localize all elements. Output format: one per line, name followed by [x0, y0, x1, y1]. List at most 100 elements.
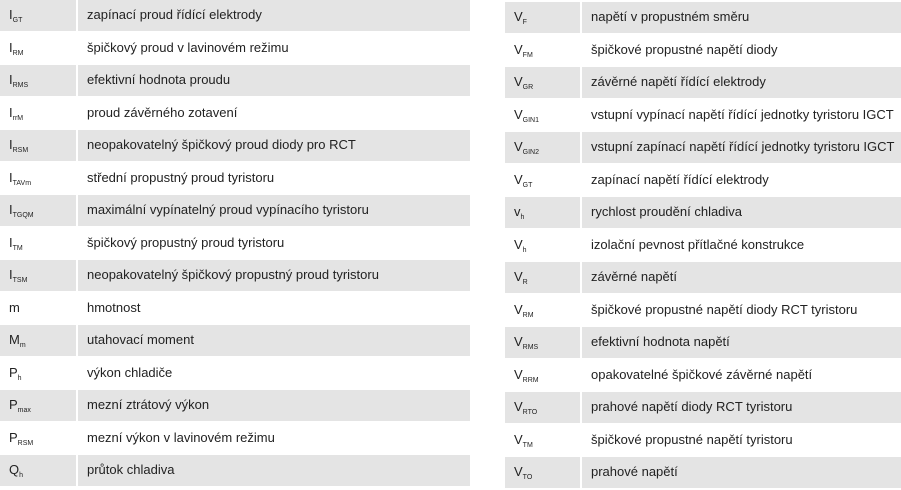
- table-row: Pmax mezní ztrátový výkon: [0, 390, 470, 421]
- description: zapínací proud řídící elektrody: [78, 0, 470, 31]
- description: efektivní hodnota napětí: [582, 327, 901, 358]
- symbol-cell: Qh: [0, 455, 76, 486]
- table-row: VRRM opakovatelné špičkové závěrné napětí: [505, 360, 901, 391]
- symbol-cell: VGR: [505, 67, 580, 98]
- symbol-subscript: RSM: [12, 147, 29, 154]
- table-row: VGT zapínací napětí řídící elektrody: [505, 165, 901, 196]
- symbol-cell: IRM: [0, 33, 76, 64]
- symbol-cell: ITSM: [0, 260, 76, 291]
- symbol-subscript: h: [522, 246, 527, 254]
- table-row: VR závěrné napětí: [505, 262, 901, 293]
- table-row: VRMS efektivní hodnota napětí: [505, 327, 901, 358]
- symbol-main: I: [9, 72, 13, 87]
- symbol-subscript: RMS: [12, 82, 29, 89]
- symbol-subscript: TM: [522, 441, 533, 449]
- table-row: Ph výkon chladiče: [0, 358, 470, 389]
- symbol-main: V: [514, 334, 523, 349]
- symbol-subscript: max: [17, 407, 31, 414]
- symbol-main: v: [514, 204, 521, 219]
- symbol-cell: Vh: [505, 230, 580, 261]
- symbol-subscript: m: [19, 342, 26, 349]
- description: prahové napětí: [582, 457, 901, 488]
- symbol-subscript: h: [19, 472, 24, 479]
- symbol-main: V: [514, 41, 523, 57]
- description: závěrné napětí řídící elektrody: [582, 67, 901, 98]
- symbol-main: P: [9, 364, 18, 380]
- symbol-cell: VRTO: [505, 392, 580, 423]
- table-row: VGIN2 vstupní zapínací napětí řídící jedn…: [505, 132, 901, 163]
- symbol-cell: VTM: [505, 425, 580, 456]
- description: průtok chladiva: [78, 455, 470, 486]
- table-row: Qh průtok chladiva: [0, 455, 470, 486]
- table-row: VF napětí v propustném směru: [505, 2, 901, 33]
- table-row: ITAVm střední propustný proud tyristoru: [0, 163, 470, 194]
- table-row: Vh izolační pevnost přítlačné konstrukce: [505, 230, 901, 261]
- table-row: IGT zapínací proud řídící elektrody: [0, 0, 470, 31]
- description: rychlost proudění chladiva: [582, 197, 901, 228]
- description: vstupní vypínací napětí řídící jednotky …: [591, 106, 894, 122]
- symbol-subscript: RSM: [17, 439, 34, 447]
- symbol-main: I: [9, 104, 13, 120]
- symbol-subscript: RTO: [522, 409, 538, 416]
- table-row: ITGQM maximální vypínatelný proud vypínac…: [0, 195, 470, 226]
- symbol-main: I: [9, 169, 13, 185]
- symbol-main: I: [9, 234, 13, 250]
- symbol-main: I: [9, 137, 13, 152]
- symbol-cell: VGIN2: [505, 132, 580, 163]
- symbol-subscript: RMS: [522, 344, 539, 351]
- symbol-main: V: [514, 139, 523, 154]
- symbol-main: V: [514, 9, 523, 24]
- symbol-main: V: [514, 366, 523, 382]
- symbol-cell: Mm: [0, 325, 76, 356]
- symbol-cell: VRM: [505, 295, 580, 326]
- symbol-main: V: [514, 269, 523, 284]
- symbol-main: I: [9, 39, 13, 55]
- description: maximální vypínatelný proud vypínacího t…: [78, 195, 470, 226]
- description: mezní ztrátový výkon: [78, 390, 470, 421]
- symbol-cell: IrrM: [0, 98, 76, 129]
- symbol-main: I: [9, 7, 13, 22]
- symbol-subscript: GT: [12, 17, 23, 24]
- symbol-cell: vh: [505, 197, 580, 228]
- description: špičkový proud v lavinovém režimu: [87, 39, 289, 55]
- symbol-subscript: GIN2: [522, 149, 540, 156]
- symbol-subscript: F: [522, 19, 527, 26]
- symbol-subscript: TAVm: [12, 179, 32, 187]
- symbol-main: V: [514, 431, 523, 447]
- symbol-main: V: [514, 171, 523, 187]
- symbol-cell: IRSM: [0, 130, 76, 161]
- symbol-main: I: [9, 267, 13, 282]
- symbol-cell: Pmax: [0, 390, 76, 421]
- description: proud závěrného zotavení: [87, 104, 238, 120]
- table-row: IRSM neopakovatelný špičkový proud diody …: [0, 130, 470, 161]
- symbol-subscript: h: [520, 214, 525, 221]
- table-row: IRMS efektivní hodnota proudu: [0, 65, 470, 96]
- symbol-cell: VTO: [505, 457, 580, 488]
- table-row: VFM špičkové propustné napětí diody: [505, 35, 901, 66]
- symbol-main: M: [9, 332, 20, 347]
- symbol-subscript: TGQM: [12, 212, 34, 219]
- symbol-main: Q: [9, 462, 20, 477]
- symbol-cell: VRMS: [505, 327, 580, 358]
- symbol-subscript: TM: [12, 244, 23, 252]
- symbol-cell: Ph: [0, 358, 76, 389]
- description: prahové napětí diody RCT tyristoru: [582, 392, 901, 423]
- symbol-subscript: FM: [522, 51, 533, 59]
- symbol-cell: IRMS: [0, 65, 76, 96]
- description: neopakovatelný špičkový propustný proud …: [78, 260, 470, 291]
- symbol-cell: VGT: [505, 165, 580, 196]
- symbol-cell: ITGQM: [0, 195, 76, 226]
- symbol-main: V: [514, 399, 523, 414]
- description: napětí v propustném směru: [582, 2, 901, 33]
- table-row: Mm utahovací moment: [0, 325, 470, 356]
- symbol-main: m: [9, 299, 20, 315]
- table-row: VRM špičkové propustné napětí diody RCT t…: [505, 295, 901, 326]
- table-row: vh rychlost proudění chladiva: [505, 197, 901, 228]
- symbol-cell: ITM: [0, 228, 76, 259]
- symbol-subscript: RM: [12, 49, 24, 57]
- description: závěrné napětí: [582, 262, 901, 293]
- symbol-cell: ITAVm: [0, 163, 76, 194]
- description: výkon chladiče: [87, 364, 173, 380]
- symbol-main: I: [9, 202, 13, 217]
